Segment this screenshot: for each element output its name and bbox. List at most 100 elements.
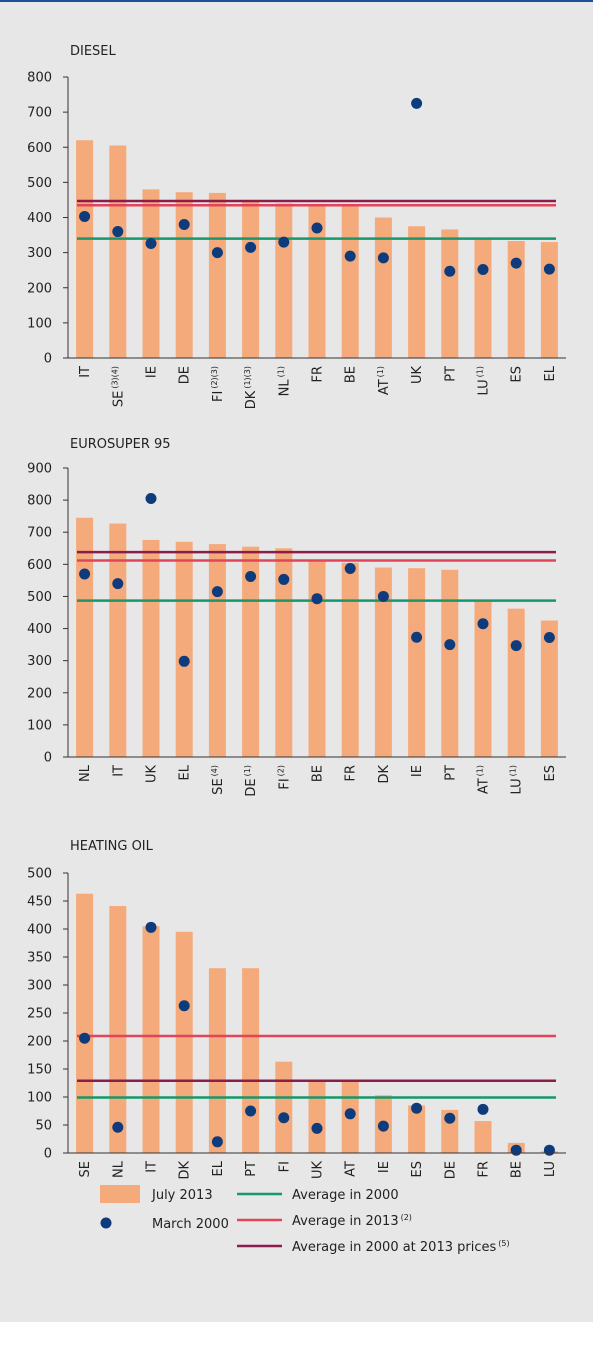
bar [242,546,260,757]
x-tick-label: NL [111,1160,126,1178]
dot [344,563,356,575]
bar [474,238,492,358]
legend-swatch [100,1217,112,1229]
category-name: DK [244,390,259,409]
dot [79,568,91,580]
category-name: IE [145,366,160,378]
category-name: ES [410,1161,425,1177]
y-tick-label: 600 [27,141,52,156]
category-note: (4) [210,765,219,776]
bar [308,561,326,757]
category-name: UK [410,366,425,385]
dot [344,250,356,262]
y-tick-label: 900 [27,462,52,477]
dot [145,237,157,249]
dot [543,632,555,644]
category-name: NL [111,1160,126,1178]
dot [278,236,290,248]
x-tick-label: IT [111,765,126,777]
x-tick-label: DK [377,765,392,784]
y-tick-label: 800 [27,494,52,509]
bar [242,968,260,1153]
x-tick-label: EL [211,1160,226,1176]
dot [411,631,423,643]
category-note: (1)(3) [243,366,252,389]
dot [444,265,456,277]
dot [112,226,124,238]
x-tick-label: AT (1) [476,765,492,794]
dot [411,97,423,109]
dot [377,252,389,264]
category-name: AT [377,379,392,395]
legend-label: Average in 2000 [292,1188,399,1203]
x-tick-label: ES [410,1161,425,1177]
category-note: (1) [276,366,285,377]
x-tick-label: IE [145,366,160,378]
x-tick-label: IT [78,366,93,378]
x-tick-label: FR [344,765,359,782]
category-name: DE [244,778,259,796]
bar [208,544,226,757]
category-name: BE [510,1161,525,1178]
chart-title: DIESEL [70,44,117,59]
y-tick-label: 0 [44,1147,52,1162]
y-tick-label: 100 [27,316,52,331]
legend-note: (5) [498,1239,509,1248]
y-tick-label: 200 [27,686,52,701]
dot [543,263,555,275]
x-tick-label: LU (1) [476,366,492,395]
x-tick-label: ES [543,765,558,781]
legend-label: July 2013 [151,1188,213,1203]
dot [411,1102,423,1114]
y-tick-label: 150 [27,1063,52,1078]
x-tick-label: PT [244,1161,259,1177]
dot [444,1112,456,1124]
x-tick-label: UK [311,1161,326,1180]
category-name: NL [78,764,93,782]
bar [507,608,525,757]
x-tick-label: DE (1) [243,765,259,797]
category-name: EL [211,1160,226,1176]
bar [175,931,193,1153]
top-rule [0,0,593,2]
category-note: (1) [509,765,518,776]
dot [211,586,223,598]
bar [142,539,160,757]
y-tick-label: 250 [27,1007,52,1022]
category-note: (2)(3) [210,366,219,389]
x-tick-label: IT [145,1161,160,1173]
category-note: (1) [243,765,252,776]
dot [245,241,257,253]
x-tick-label: FR [311,366,326,383]
dot [79,210,91,222]
category-name: FR [344,765,359,782]
bar [474,601,492,757]
y-tick-label: 500 [27,176,52,191]
dot [543,1144,555,1156]
dot [278,1112,290,1124]
category-name: SE [211,778,226,794]
y-tick-label: 400 [27,211,52,226]
x-tick-label: DE [178,366,193,384]
category-name: IT [145,1161,160,1173]
category-name: SE [111,391,126,407]
category-name: PT [443,366,458,382]
x-tick-label: LU [543,1161,558,1177]
category-name: UK [311,1161,326,1180]
bar [441,569,459,757]
y-tick-label: 200 [27,1035,52,1050]
x-tick-label: AT (1) [376,366,392,395]
y-tick-label: 100 [27,718,52,733]
category-name: IT [111,765,126,777]
bar [208,192,226,358]
category-name: DK [178,1161,193,1180]
bar [374,217,392,358]
x-tick-label: NL [78,764,93,782]
category-name: IE [377,1161,392,1173]
dot [311,593,323,605]
dot [278,573,290,585]
x-tick-label: IE [377,1161,392,1173]
x-tick-label: IE [410,765,425,777]
bar [175,192,193,358]
